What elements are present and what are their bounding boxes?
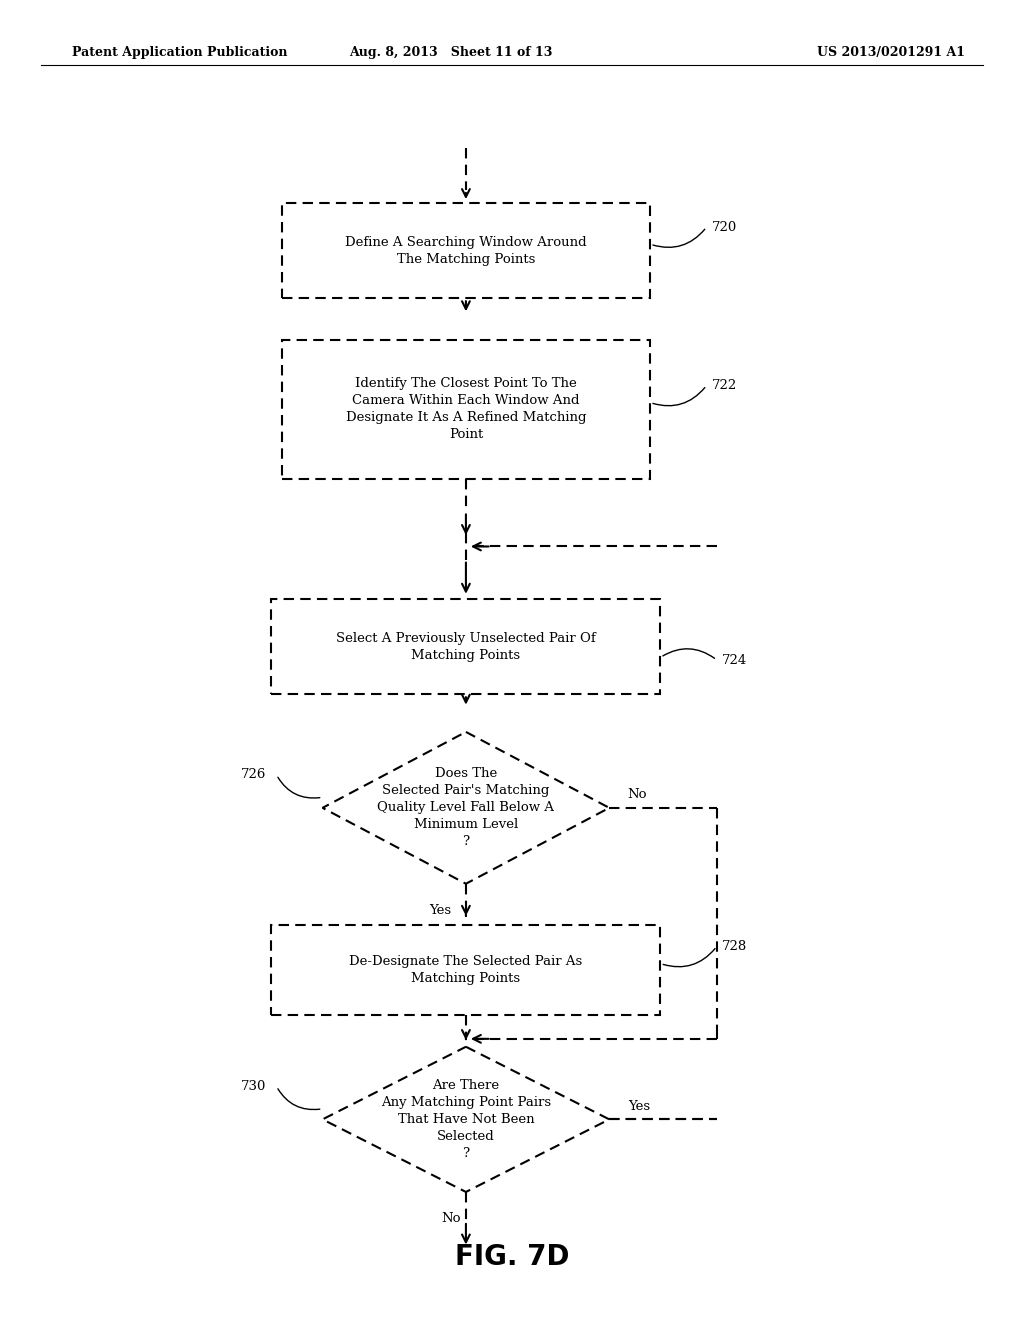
Text: Select A Previously Unselected Pair Of
Matching Points: Select A Previously Unselected Pair Of M… bbox=[336, 632, 596, 661]
FancyBboxPatch shape bbox=[271, 925, 660, 1015]
FancyBboxPatch shape bbox=[282, 341, 650, 479]
Text: Identify The Closest Point To The
Camera Within Each Window And
Designate It As : Identify The Closest Point To The Camera… bbox=[346, 378, 586, 441]
Text: Yes: Yes bbox=[628, 1100, 650, 1113]
Text: FIG. 7D: FIG. 7D bbox=[455, 1242, 569, 1271]
FancyBboxPatch shape bbox=[271, 599, 660, 694]
Text: 728: 728 bbox=[722, 940, 748, 953]
Text: 726: 726 bbox=[241, 768, 266, 781]
Text: No: No bbox=[628, 788, 647, 801]
Text: 724: 724 bbox=[722, 653, 748, 667]
Text: Aug. 8, 2013   Sheet 11 of 13: Aug. 8, 2013 Sheet 11 of 13 bbox=[349, 46, 552, 59]
Text: De-Designate The Selected Pair As
Matching Points: De-Designate The Selected Pair As Matchi… bbox=[349, 956, 583, 985]
Text: Patent Application Publication: Patent Application Publication bbox=[72, 46, 287, 59]
Text: No: No bbox=[440, 1212, 461, 1225]
Text: US 2013/0201291 A1: US 2013/0201291 A1 bbox=[817, 46, 965, 59]
Polygon shape bbox=[323, 731, 609, 884]
Text: Define A Searching Window Around
The Matching Points: Define A Searching Window Around The Mat… bbox=[345, 236, 587, 265]
Text: Are There
Any Matching Point Pairs
That Have Not Been
Selected
?: Are There Any Matching Point Pairs That … bbox=[381, 1078, 551, 1160]
Text: 730: 730 bbox=[241, 1080, 266, 1093]
Text: Does The
Selected Pair's Matching
Quality Level Fall Below A
Minimum Level
?: Does The Selected Pair's Matching Qualit… bbox=[378, 767, 554, 849]
Text: 720: 720 bbox=[712, 220, 737, 234]
Text: 722: 722 bbox=[712, 379, 737, 392]
Polygon shape bbox=[323, 1047, 609, 1192]
FancyBboxPatch shape bbox=[282, 203, 650, 298]
Text: Yes: Yes bbox=[429, 903, 452, 916]
